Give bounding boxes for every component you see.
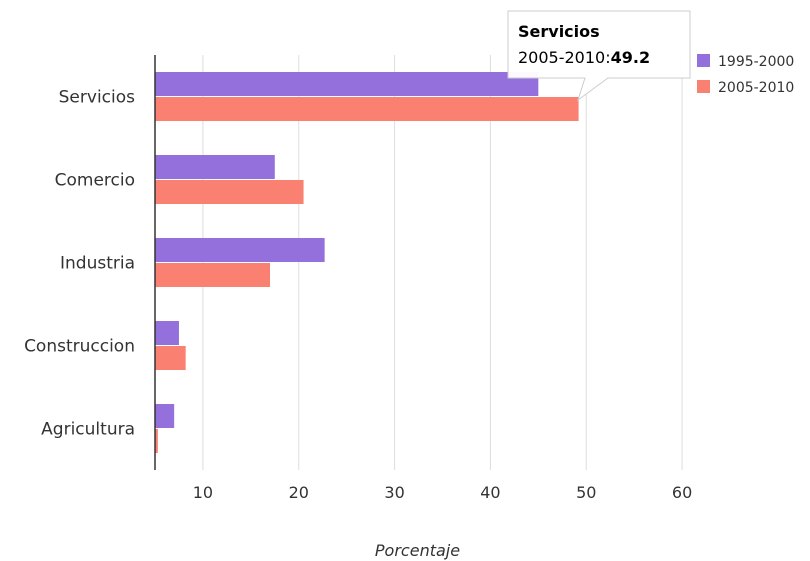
x-tick-label: 30 bbox=[384, 483, 404, 502]
bar bbox=[155, 238, 325, 262]
category-label: Industria bbox=[60, 254, 135, 274]
x-tick-label: 40 bbox=[480, 483, 500, 502]
tooltip-value-line: 2005-2010:49.2 bbox=[518, 48, 650, 67]
category-label: Construccion bbox=[24, 337, 135, 357]
x-tick-labels: 10 20 30 40 50 60 bbox=[193, 483, 693, 502]
x-tick-label: 10 bbox=[193, 483, 213, 502]
category-labels: Servicios Comercio Industria Construccion Ag… bbox=[24, 88, 135, 440]
bar bbox=[155, 321, 179, 345]
tooltip-series-label: 2005-2010: bbox=[518, 48, 611, 67]
category-label: Agricultura bbox=[41, 420, 135, 440]
bar bbox=[155, 346, 186, 370]
bar bbox=[155, 155, 275, 179]
legend-swatch bbox=[697, 54, 710, 67]
gridlines bbox=[202, 55, 683, 470]
category-label: Comercio bbox=[55, 171, 135, 191]
bar bbox=[155, 97, 579, 121]
x-tick-label: 60 bbox=[672, 483, 692, 502]
x-axis-title: Porcentaje bbox=[375, 541, 460, 560]
legend-label: 2005-2010 bbox=[718, 80, 794, 96]
bars bbox=[155, 72, 579, 453]
legend: 1995-2000 2005-2010 bbox=[697, 54, 794, 96]
legend-swatch bbox=[697, 80, 710, 93]
tooltip-title: Servicios bbox=[518, 22, 600, 41]
bar bbox=[155, 429, 158, 453]
bar bbox=[155, 180, 304, 204]
bar bbox=[155, 263, 270, 287]
x-tick-label: 20 bbox=[289, 483, 309, 502]
category-label: Servicios bbox=[59, 88, 135, 108]
legend-label: 1995-2000 bbox=[718, 54, 794, 70]
x-tick-label: 50 bbox=[576, 483, 596, 502]
bar bbox=[155, 404, 175, 428]
tooltip-value: 49.2 bbox=[611, 48, 650, 67]
bar bbox=[155, 72, 539, 96]
tooltip-box bbox=[507, 10, 691, 102]
tooltip: Servicios 2005-2010:49.2 bbox=[507, 10, 691, 102]
